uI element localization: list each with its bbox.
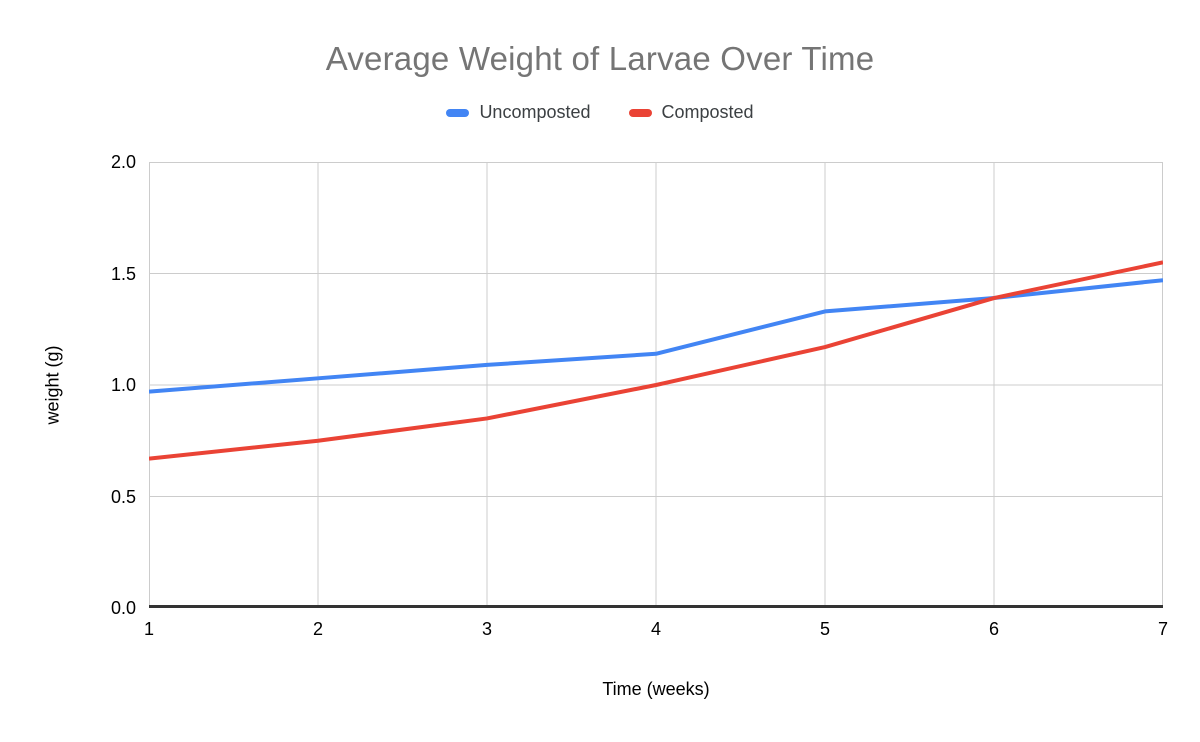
x-tick-label: 2 xyxy=(312,619,323,639)
y-tick-label: 2.0 xyxy=(110,152,136,172)
y-tick-label: 0.0 xyxy=(110,598,136,618)
chart-title: Average Weight of Larvae Over Time xyxy=(325,40,875,77)
legend-item-composted: Composted xyxy=(628,102,754,123)
y-tick-label: 0.5 xyxy=(110,486,136,507)
x-tick-label: 1 xyxy=(143,619,154,639)
legend-label-uncomposted: Uncomposted xyxy=(479,102,591,122)
plot-svg xyxy=(149,162,1163,608)
legend-item-uncomposted: Uncomposted xyxy=(446,102,591,123)
x-axis-title: Time (weeks) xyxy=(602,679,710,699)
series-line-composted xyxy=(149,260,1163,461)
y-tick-label: 1.0 xyxy=(110,375,136,395)
x-tick-label: 6 xyxy=(988,619,999,639)
legend: Uncomposted Composted xyxy=(0,102,1200,123)
legend-label-composted: Composted xyxy=(661,102,754,122)
legend-swatch-uncomposted xyxy=(446,108,470,117)
x-tick-label: 5 xyxy=(819,619,830,639)
y-tick-label: 1.5 xyxy=(110,263,136,284)
x-tick-label: 7 xyxy=(1157,619,1168,639)
plot-area xyxy=(149,162,1163,608)
x-tick-label: 4 xyxy=(650,619,661,639)
legend-swatch-composted xyxy=(628,108,652,117)
x-tick-label: 3 xyxy=(481,619,492,639)
